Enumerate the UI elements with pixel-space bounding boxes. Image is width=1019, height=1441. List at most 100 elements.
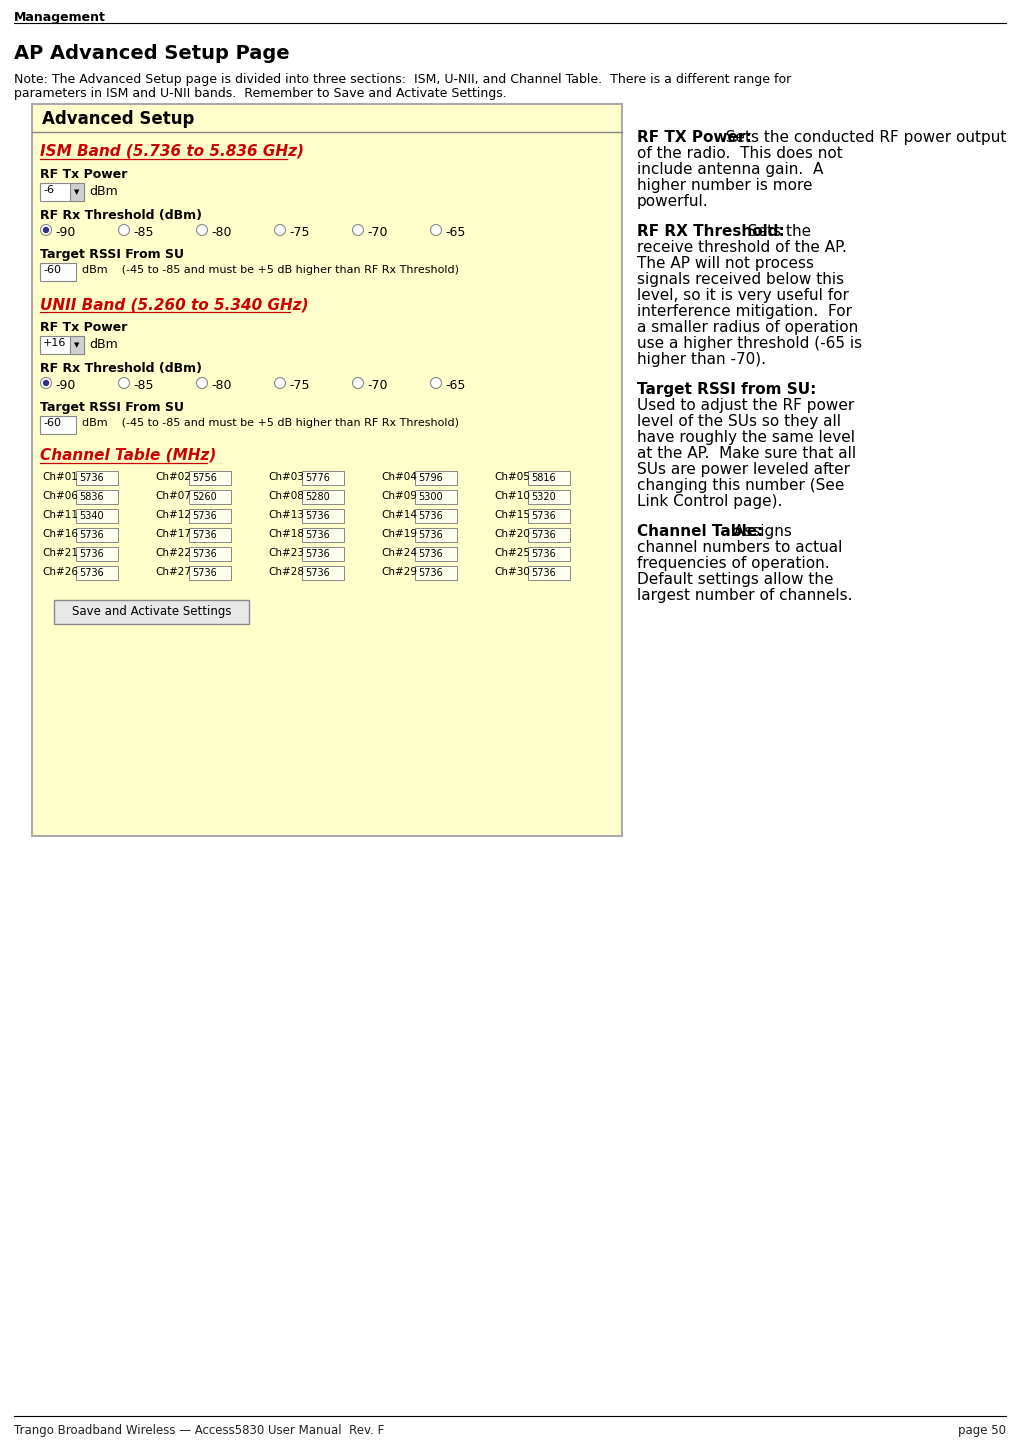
- Text: dBm    (-45 to -85 and must be +5 dB higher than RF Rx Threshold): dBm (-45 to -85 and must be +5 dB higher…: [82, 265, 459, 275]
- Text: Target RSSI From SU: Target RSSI From SU: [40, 401, 183, 414]
- Text: 5736: 5736: [418, 568, 442, 578]
- Text: SUs are power leveled after: SUs are power leveled after: [637, 463, 849, 477]
- Text: 5320: 5320: [531, 491, 555, 501]
- Bar: [415, 509, 457, 523]
- Text: Ch#01: Ch#01: [42, 473, 77, 481]
- Text: 5736: 5736: [305, 568, 329, 578]
- Circle shape: [118, 378, 129, 389]
- Text: 5340: 5340: [78, 512, 104, 522]
- Bar: [76, 527, 118, 542]
- Text: 5816: 5816: [531, 473, 555, 483]
- Text: Ch#18: Ch#18: [268, 529, 304, 539]
- Text: Save and Activate Settings: Save and Activate Settings: [71, 605, 231, 618]
- Text: 5280: 5280: [305, 491, 329, 501]
- Text: 5736: 5736: [531, 549, 555, 559]
- Text: level, so it is very useful for: level, so it is very useful for: [637, 288, 848, 303]
- Text: ▼: ▼: [74, 189, 79, 195]
- Bar: [302, 527, 343, 542]
- Text: Ch#19: Ch#19: [381, 529, 417, 539]
- Bar: [302, 509, 343, 523]
- Circle shape: [197, 225, 207, 235]
- Circle shape: [197, 378, 207, 389]
- Bar: [528, 548, 570, 561]
- Text: Ch#07: Ch#07: [155, 491, 191, 501]
- Text: 5736: 5736: [531, 512, 555, 522]
- Text: 5736: 5736: [78, 549, 104, 559]
- Bar: [76, 471, 118, 486]
- Text: RF TX Power:: RF TX Power:: [637, 130, 751, 146]
- Text: of the radio.  This does not: of the radio. This does not: [637, 146, 842, 161]
- Bar: [76, 566, 118, 579]
- Text: Ch#11: Ch#11: [42, 510, 77, 520]
- Text: -75: -75: [288, 379, 309, 392]
- Text: The AP will not process: The AP will not process: [637, 256, 813, 271]
- Text: -60: -60: [43, 418, 61, 428]
- Text: Ch#29: Ch#29: [381, 566, 417, 576]
- Bar: [528, 509, 570, 523]
- Bar: [302, 548, 343, 561]
- Text: Ch#24: Ch#24: [381, 548, 417, 558]
- Text: 5836: 5836: [78, 491, 104, 501]
- Text: 5796: 5796: [418, 473, 442, 483]
- Text: Ch#02: Ch#02: [155, 473, 191, 481]
- Text: have roughly the same level: have roughly the same level: [637, 429, 854, 445]
- Text: ▼: ▼: [74, 342, 79, 347]
- Text: Sets the conducted RF power output: Sets the conducted RF power output: [715, 130, 1006, 146]
- Bar: [189, 471, 230, 486]
- Text: Ch#21: Ch#21: [42, 548, 77, 558]
- Text: 5260: 5260: [192, 491, 217, 501]
- Text: Ch#20: Ch#20: [493, 529, 529, 539]
- Text: Ch#08: Ch#08: [268, 491, 304, 501]
- Text: Ch#22: Ch#22: [155, 548, 191, 558]
- Text: Ch#15: Ch#15: [493, 510, 530, 520]
- Bar: [76, 509, 118, 523]
- Text: largest number of channels.: largest number of channels.: [637, 588, 852, 602]
- Text: receive threshold of the AP.: receive threshold of the AP.: [637, 241, 846, 255]
- Circle shape: [41, 225, 51, 235]
- Text: UNII Band (5.260 to 5.340 GHz): UNII Band (5.260 to 5.340 GHz): [40, 297, 309, 313]
- Bar: [528, 471, 570, 486]
- Text: Ch#13: Ch#13: [268, 510, 304, 520]
- Text: 5736: 5736: [305, 512, 329, 522]
- Text: Ch#03: Ch#03: [268, 473, 304, 481]
- Text: use a higher threshold (-65 is: use a higher threshold (-65 is: [637, 336, 861, 352]
- Bar: [302, 566, 343, 579]
- Text: dBm: dBm: [89, 339, 117, 352]
- Text: Ch#23: Ch#23: [268, 548, 304, 558]
- Text: ISM Band (5.736 to 5.836 GHz): ISM Band (5.736 to 5.836 GHz): [40, 144, 304, 159]
- Text: Note: The Advanced Setup page is divided into three sections:  ISM, U-NII, and C: Note: The Advanced Setup page is divided…: [14, 73, 791, 86]
- Text: level of the SUs so they all: level of the SUs so they all: [637, 414, 841, 429]
- Text: signals received below this: signals received below this: [637, 272, 844, 287]
- Text: channel numbers to actual: channel numbers to actual: [637, 540, 842, 555]
- Bar: [76, 490, 118, 504]
- Bar: [302, 490, 343, 504]
- Circle shape: [118, 225, 129, 235]
- Text: -65: -65: [444, 226, 465, 239]
- Bar: [415, 471, 457, 486]
- Circle shape: [274, 378, 285, 389]
- Circle shape: [41, 378, 51, 389]
- Text: -90: -90: [55, 379, 75, 392]
- Bar: [528, 490, 570, 504]
- Text: page 50: page 50: [957, 1424, 1005, 1437]
- Text: Ch#30: Ch#30: [493, 566, 529, 576]
- Text: Ch#27: Ch#27: [155, 566, 191, 576]
- Text: 5756: 5756: [192, 473, 217, 483]
- Text: RF Rx Threshold (dBm): RF Rx Threshold (dBm): [40, 209, 202, 222]
- Text: 5736: 5736: [418, 549, 442, 559]
- Text: -65: -65: [444, 379, 465, 392]
- Text: -60: -60: [43, 265, 61, 275]
- Text: Default settings allow the: Default settings allow the: [637, 572, 833, 586]
- Text: Ch#14: Ch#14: [381, 510, 417, 520]
- Text: 5736: 5736: [78, 530, 104, 540]
- Text: RF Tx Power: RF Tx Power: [40, 321, 127, 334]
- Text: Target RSSI from SU:: Target RSSI from SU:: [637, 382, 815, 398]
- Bar: [415, 490, 457, 504]
- Bar: [528, 566, 570, 579]
- Text: -80: -80: [211, 379, 231, 392]
- Circle shape: [43, 380, 49, 386]
- Bar: [415, 548, 457, 561]
- Text: 5736: 5736: [78, 568, 104, 578]
- Text: Management: Management: [14, 12, 106, 24]
- Text: Ch#12: Ch#12: [155, 510, 191, 520]
